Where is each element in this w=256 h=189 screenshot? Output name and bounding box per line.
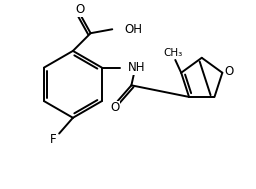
- Text: F: F: [50, 133, 57, 146]
- Text: CH₃: CH₃: [164, 48, 183, 58]
- Text: NH: NH: [127, 61, 145, 74]
- Text: O: O: [110, 101, 119, 115]
- Text: O: O: [75, 3, 84, 16]
- Text: OH: OH: [124, 23, 142, 36]
- Text: O: O: [225, 65, 234, 78]
